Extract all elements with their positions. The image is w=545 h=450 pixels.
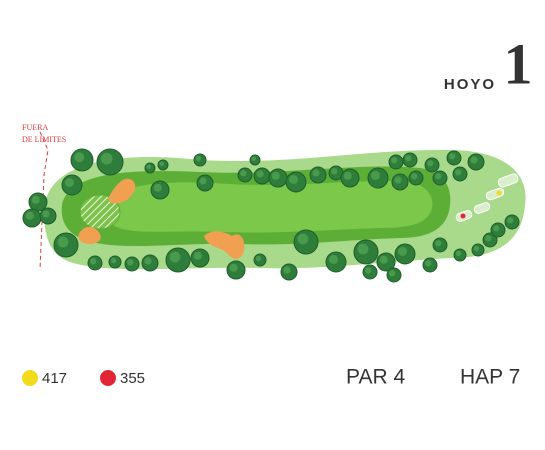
tree-highlight — [485, 235, 492, 242]
tree-highlight — [65, 178, 74, 187]
tree-highlight — [199, 177, 207, 185]
tree-highlight — [343, 171, 352, 180]
fairway — [107, 181, 433, 233]
tree-highlight — [398, 247, 407, 256]
bunker — [204, 231, 245, 259]
bunker — [108, 178, 136, 204]
tree-highlight — [312, 169, 320, 177]
tree-highlight — [127, 259, 134, 266]
tree-highlight — [25, 211, 34, 220]
tree-highlight — [449, 153, 456, 160]
oob-line — [39, 131, 49, 271]
tee-distance: 355 — [120, 370, 145, 387]
par: PAR 4 — [346, 366, 405, 389]
tree-highlight — [425, 260, 432, 267]
tree-highlight — [405, 155, 412, 162]
tree-highlight — [251, 156, 256, 161]
tree-highlight — [57, 236, 69, 248]
bunker — [78, 226, 101, 244]
tree-highlight — [153, 183, 162, 192]
tree-highlight — [455, 250, 462, 257]
hole-map — [22, 148, 526, 283]
tree-highlight — [240, 170, 247, 177]
tree-highlight — [493, 225, 500, 232]
hole-label: HOYO — [444, 76, 496, 93]
tree-highlight — [159, 161, 164, 166]
tree-highlight — [195, 155, 202, 162]
tree-highlight — [331, 168, 338, 175]
tree-highlight — [455, 169, 462, 176]
tree-highlight — [146, 164, 151, 169]
tree-highlight — [507, 217, 514, 224]
tree-highlight — [271, 171, 280, 180]
tree-highlight — [283, 266, 291, 274]
tree-highlight — [110, 257, 117, 264]
tree-highlight — [391, 157, 398, 164]
tree-highlight — [411, 173, 418, 180]
tree-highlight — [365, 267, 372, 274]
tree-highlight — [473, 245, 480, 252]
tree-highlight — [255, 255, 262, 262]
tree-highlight — [74, 152, 85, 163]
tee-box — [497, 173, 519, 188]
oob-label: DE LIMITES — [22, 135, 66, 144]
oob-label: FUERA — [22, 123, 48, 132]
tee-marker — [460, 213, 466, 219]
tree-highlight — [289, 175, 298, 184]
tree-highlight — [357, 243, 369, 255]
tee-box — [473, 202, 491, 214]
tree-highlight — [435, 240, 442, 247]
tree-highlight — [297, 233, 309, 245]
tree-highlight — [435, 173, 442, 180]
handicap: HAP 7 — [460, 366, 520, 389]
tree-highlight — [42, 210, 50, 218]
tree-highlight — [31, 195, 40, 204]
tree-highlight — [90, 258, 97, 265]
tee-distance: 417 — [42, 370, 67, 387]
tree-highlight — [144, 257, 152, 265]
tee-dot — [100, 370, 116, 386]
hole-number: 1 — [504, 31, 533, 96]
tree-highlight — [229, 263, 238, 272]
tree-highlight — [169, 251, 181, 263]
tee-marker — [496, 190, 502, 196]
tree-highlight — [371, 171, 380, 180]
tree-highlight — [329, 255, 338, 264]
tree-highlight — [100, 152, 113, 165]
tree-highlight — [394, 176, 402, 184]
tee-dot — [22, 370, 38, 386]
tree-highlight — [389, 270, 396, 277]
tree-highlight — [427, 160, 434, 167]
tree-highlight — [256, 170, 264, 178]
tree-highlight — [470, 156, 478, 164]
green — [79, 194, 121, 230]
tree-highlight — [379, 255, 388, 264]
tree-highlight — [193, 251, 202, 260]
